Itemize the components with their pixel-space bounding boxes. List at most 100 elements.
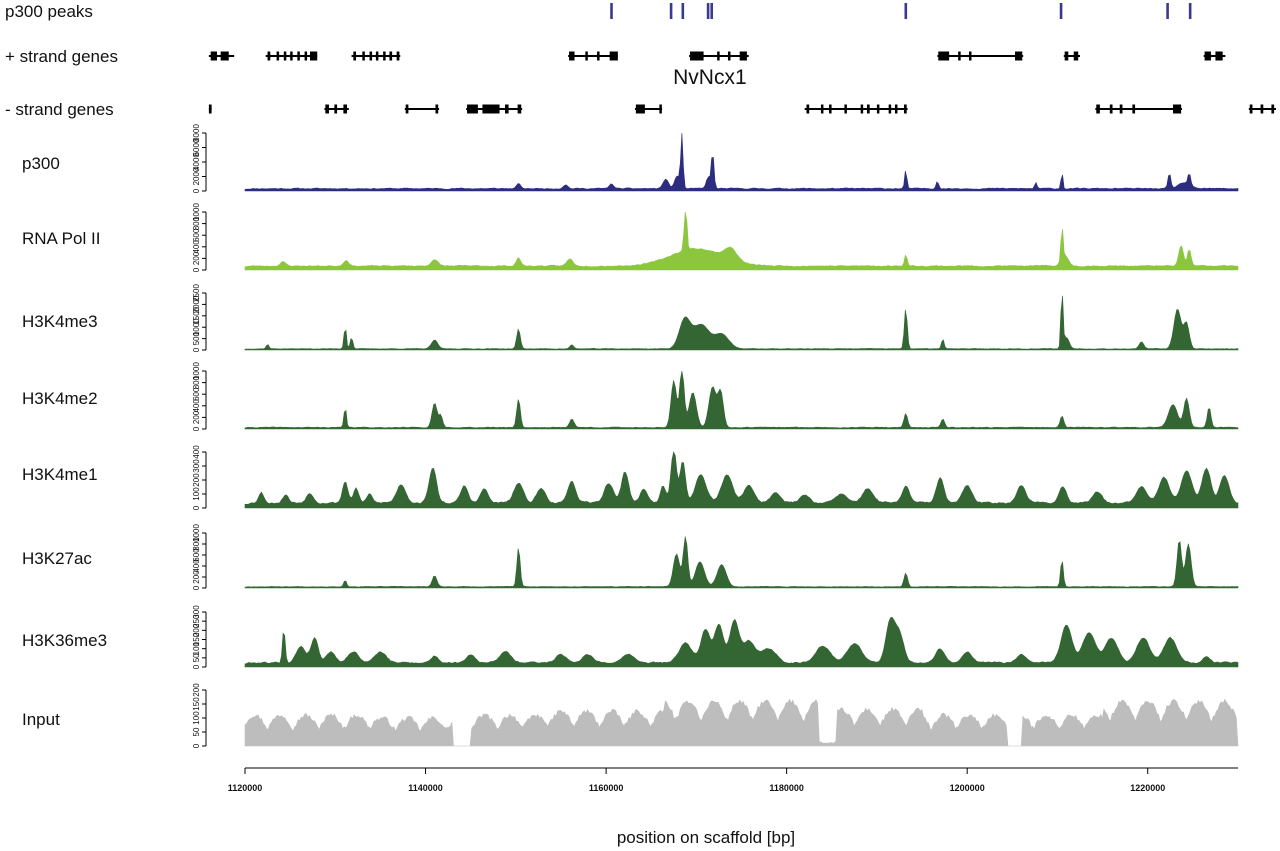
- y-tick-label: 1000: [192, 203, 201, 221]
- gene-exon: [467, 104, 478, 114]
- gene-0-3: [568, 51, 618, 61]
- gene-exon: [369, 51, 373, 61]
- x-tick-label: 1200000: [950, 783, 985, 793]
- signal-area: [244, 295, 1239, 351]
- gene-1-0: [208, 104, 212, 114]
- y-tick-label: 0: [192, 585, 201, 590]
- y-tick-label: 0: [192, 347, 201, 352]
- track-label: H3K4me1: [22, 465, 98, 484]
- gene-exon: [290, 51, 293, 61]
- gene-exon: [894, 104, 898, 114]
- x-axis: 1120000 1140000 1160000 1180000 1200000 12200…: [228, 767, 1238, 793]
- y-tick-label: 6000: [192, 138, 201, 156]
- peak-mark-8: [1188, 3, 1192, 19]
- track-label: H3K4me2: [22, 389, 98, 408]
- signal-area: [244, 211, 1239, 271]
- gene-0-2: [351, 51, 401, 61]
- gene-exon: [860, 104, 864, 114]
- y-tick-label: 150: [192, 632, 201, 646]
- gene-0-1: [265, 51, 318, 61]
- gene-exon: [389, 51, 393, 61]
- gene-exon: [569, 51, 575, 61]
- gene-exon: [208, 104, 212, 114]
- gene-1-1: [324, 104, 349, 114]
- y-tick-label: 2500: [192, 284, 201, 302]
- peak-mark-7: [1166, 3, 1169, 19]
- y-tick-label: 0: [192, 426, 201, 431]
- x-tick-label: 1140000: [408, 783, 443, 793]
- gene-exon: [597, 51, 600, 61]
- y-tick-label: 1000: [192, 524, 201, 542]
- gene-1-2: [404, 104, 440, 114]
- gene-exon: [353, 51, 357, 61]
- y-tick-label: 1500: [192, 306, 201, 324]
- peak-mark-4: [710, 3, 714, 19]
- y-tick-label: 200: [192, 570, 201, 584]
- peak-mark-2: [681, 3, 685, 19]
- x-tick-label: 1180000: [769, 783, 804, 793]
- gene-exon: [1015, 51, 1023, 61]
- track-label: H3K27ac: [22, 549, 92, 568]
- gene-0-6: [1063, 51, 1081, 61]
- signal-area: [244, 451, 1239, 509]
- peak-mark-3: [706, 3, 710, 19]
- peak-track-label: p300 peaks: [5, 2, 93, 21]
- gene-0-4: [689, 51, 749, 61]
- y-tick-label: 4000: [192, 153, 201, 171]
- gene-exon: [938, 51, 950, 61]
- gene-exon: [866, 104, 870, 114]
- gene-exon: [1215, 51, 1223, 61]
- gene-exon: [334, 104, 338, 114]
- y-tick-label: 100: [192, 487, 201, 501]
- gene-label-nvncx1: NvNcx1: [673, 66, 747, 89]
- x-axis-title: position on scaffold [bp]: [617, 828, 795, 847]
- gene-exon: [727, 51, 731, 61]
- gene-exon: [267, 51, 271, 61]
- peak-mark-5: [904, 3, 908, 19]
- y-tick-label: 600: [192, 387, 201, 401]
- peak-mark-0: [610, 3, 613, 19]
- signal-area: [244, 616, 1239, 668]
- gene-exon: [1096, 104, 1100, 114]
- y-tick-label: 150: [192, 697, 201, 711]
- gene-exon: [1119, 104, 1123, 114]
- y-tick-label: 800: [192, 375, 201, 389]
- gene-exon: [1271, 104, 1275, 114]
- track-label: p300: [22, 154, 60, 173]
- signal-area: [244, 698, 1239, 747]
- gene-exon: [1260, 104, 1264, 114]
- gene-exon: [1204, 51, 1211, 61]
- gene-exon: [405, 104, 409, 114]
- gene-exon: [210, 51, 218, 61]
- y-tick-label: 400: [192, 399, 201, 413]
- gene-exon: [504, 104, 509, 114]
- y-tick-label: 2000: [192, 167, 201, 185]
- track-label: H3K4me3: [22, 312, 98, 331]
- gene-exon: [1109, 104, 1113, 114]
- peak-mark-1: [669, 3, 673, 19]
- gene-track-label-1: - strand genes: [5, 100, 114, 119]
- gene-exon: [343, 104, 348, 114]
- gene-exon: [309, 51, 318, 61]
- y-tick-label: 400: [192, 559, 201, 573]
- gene-exon: [383, 51, 386, 61]
- y-tick-label: 400: [192, 445, 201, 459]
- gene-exon: [1073, 51, 1079, 61]
- gene-exon: [968, 51, 972, 61]
- gene-exon: [304, 51, 308, 61]
- signal-area: [244, 132, 1239, 192]
- gene-exon: [585, 51, 588, 61]
- y-tick-label: 250: [192, 614, 201, 628]
- track-label: RNA Pol II: [22, 229, 100, 248]
- y-tick-label: 1000: [192, 362, 201, 380]
